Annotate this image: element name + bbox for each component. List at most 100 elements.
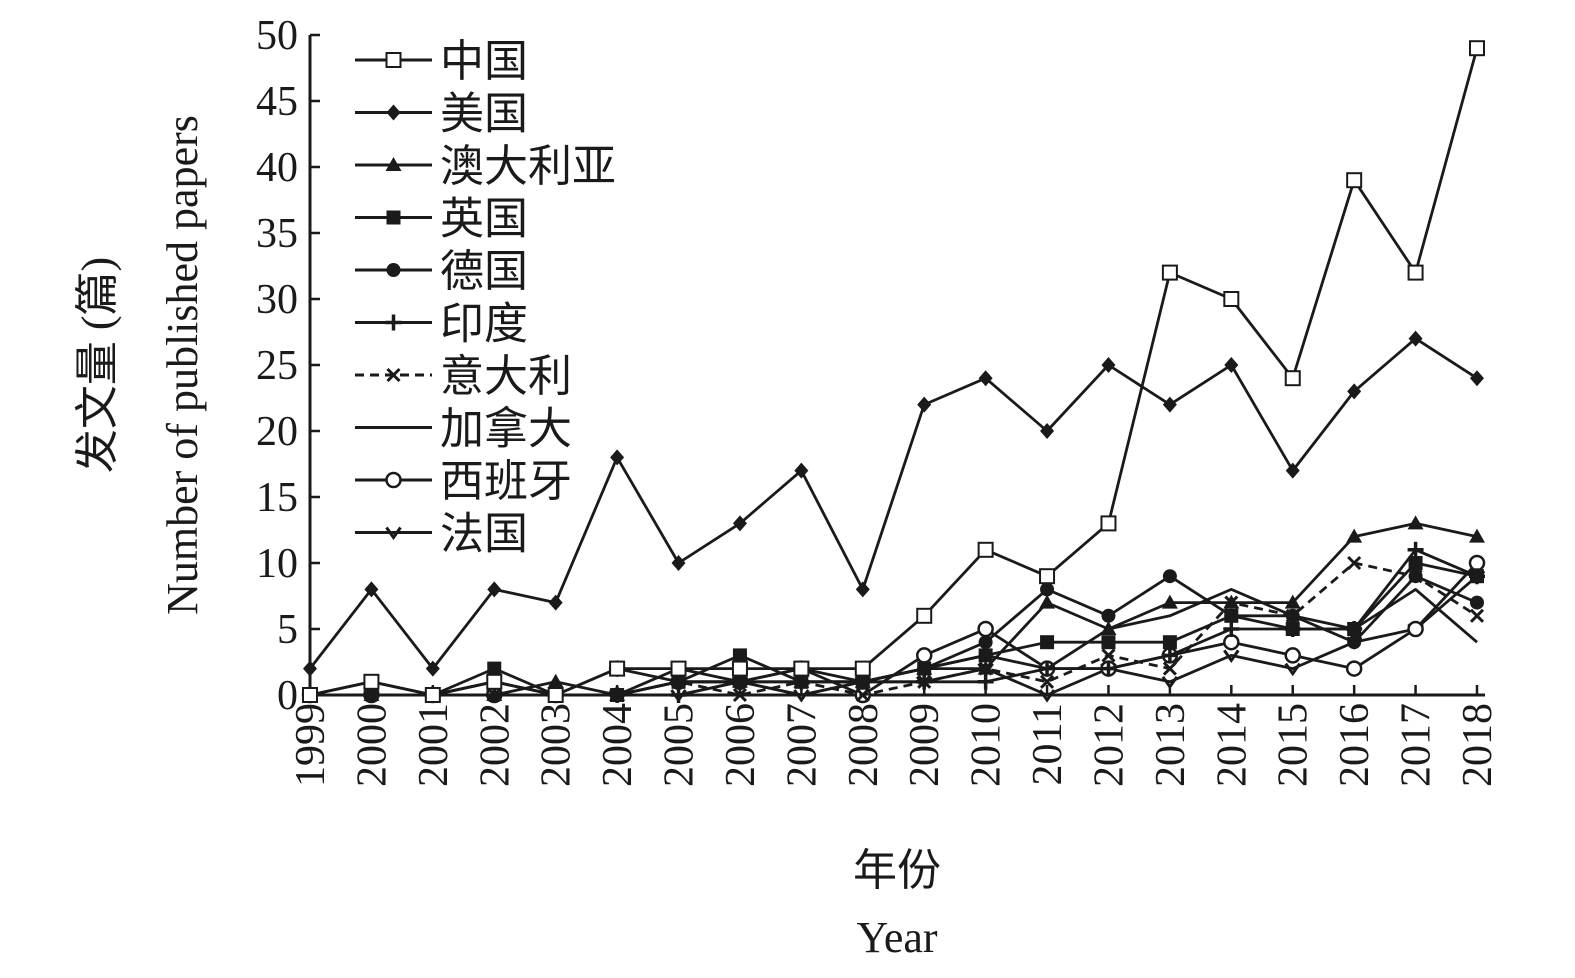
y-tick-label: 20 (256, 409, 298, 455)
data-point (1162, 661, 1177, 676)
x-tick-label: 2017 (1394, 703, 1440, 787)
data-point (793, 660, 810, 677)
data-point (425, 660, 440, 677)
data-point (385, 157, 402, 171)
data-point (424, 687, 441, 703)
data-point (1407, 515, 1424, 530)
data-point (1161, 675, 1179, 690)
x-axis-title-en: Year (856, 913, 937, 962)
x-tick-label: 2007 (779, 703, 825, 787)
y-tick-label: 25 (256, 343, 298, 389)
legend-item: 中国 (355, 36, 528, 87)
x-tick-label: 2011 (1025, 703, 1071, 785)
data-point (1224, 608, 1239, 623)
data-point (1347, 383, 1362, 400)
data-point (1407, 620, 1424, 638)
data-point (1223, 633, 1240, 651)
data-point (1285, 608, 1300, 623)
data-point (915, 647, 933, 664)
data-point (1469, 40, 1485, 57)
data-point (978, 635, 993, 650)
x-tick-label: 2003 (534, 703, 580, 787)
data-point (1224, 357, 1239, 373)
data-point (916, 660, 933, 675)
data-point (794, 462, 809, 479)
data-point (1408, 330, 1423, 347)
x-tick-label: 2004 (595, 703, 641, 787)
y-tick-label: 15 (256, 475, 298, 521)
y-axis-title-en: Number of published papers (158, 115, 207, 615)
data-point (977, 673, 994, 690)
data-point (977, 660, 994, 675)
data-point (486, 673, 503, 690)
y-tick-label: 50 (256, 13, 298, 59)
x-tick-label: 2001 (411, 703, 457, 787)
data-point (1161, 594, 1178, 609)
data-point (302, 687, 318, 703)
data-point (547, 673, 564, 688)
data-point (1161, 647, 1178, 664)
data-point (364, 581, 379, 598)
data-point (854, 660, 871, 677)
data-point (1284, 662, 1301, 677)
x-tick-label: 2005 (657, 703, 703, 787)
data-point (385, 314, 402, 331)
x-tick-label: 2008 (841, 703, 887, 787)
x-tick-label: 2009 (902, 703, 948, 787)
data-point (1407, 264, 1424, 281)
data-point (487, 581, 502, 598)
data-point (1346, 172, 1363, 189)
series-line (309, 47, 1479, 697)
legend-item: 德国 (355, 246, 528, 297)
data-point (1223, 649, 1240, 664)
data-point (670, 660, 687, 677)
data-point (487, 661, 502, 676)
legend-item: 西班牙 (355, 456, 572, 507)
data-point (671, 555, 686, 571)
y-axis-title-cn: 发文量 (篇) (73, 257, 122, 473)
x-tick-label: 2015 (1271, 703, 1317, 787)
data-point (1162, 569, 1177, 584)
series-line (308, 337, 1478, 670)
data-point (303, 660, 317, 677)
data-point (670, 687, 687, 703)
y-tick-label: 35 (256, 211, 298, 257)
data-point (1223, 621, 1240, 637)
legend-item: 加拿大 (355, 404, 572, 455)
data-point (386, 104, 401, 121)
data-point (1039, 674, 1055, 689)
data-point (1101, 648, 1116, 663)
legend-item: 美国 (355, 89, 528, 140)
x-axis-ticks: 1999 2000 2001 2002 2003 2004 2005 2006 2007 2008… (288, 685, 1501, 787)
data-point (1346, 528, 1363, 543)
series-line (310, 548, 1478, 697)
legend-item: 澳大利亚 (355, 141, 616, 192)
x-tick-label: 2014 (1209, 703, 1255, 787)
data-point (1162, 635, 1177, 650)
data-point (1345, 660, 1363, 677)
data-point (1469, 528, 1485, 543)
data-point (1347, 622, 1362, 636)
data-point (977, 541, 994, 558)
data-point (732, 648, 747, 663)
data-point (386, 210, 401, 225)
x-tick-label: 2000 (349, 703, 395, 787)
legend-label: 印度 (440, 299, 528, 350)
data-point (854, 673, 871, 688)
data-point (978, 648, 993, 663)
data-point (1040, 423, 1055, 439)
data-point (609, 660, 626, 677)
data-point (363, 673, 380, 690)
data-point (1040, 582, 1055, 597)
legend-label: 中国 (440, 36, 528, 87)
data-point (1407, 541, 1424, 558)
data-point (1347, 555, 1362, 571)
legend-label: 澳大利亚 (440, 141, 616, 192)
x-axis-title-cn: 年份 (853, 846, 941, 895)
data-point (732, 515, 747, 532)
series-4 (303, 556, 1484, 702)
y-axis-ticks: 0 5 10 15 20 25 30 35 40 45 50 (256, 13, 320, 719)
y-tick-label: 45 (256, 79, 298, 125)
data-point (1470, 569, 1484, 584)
